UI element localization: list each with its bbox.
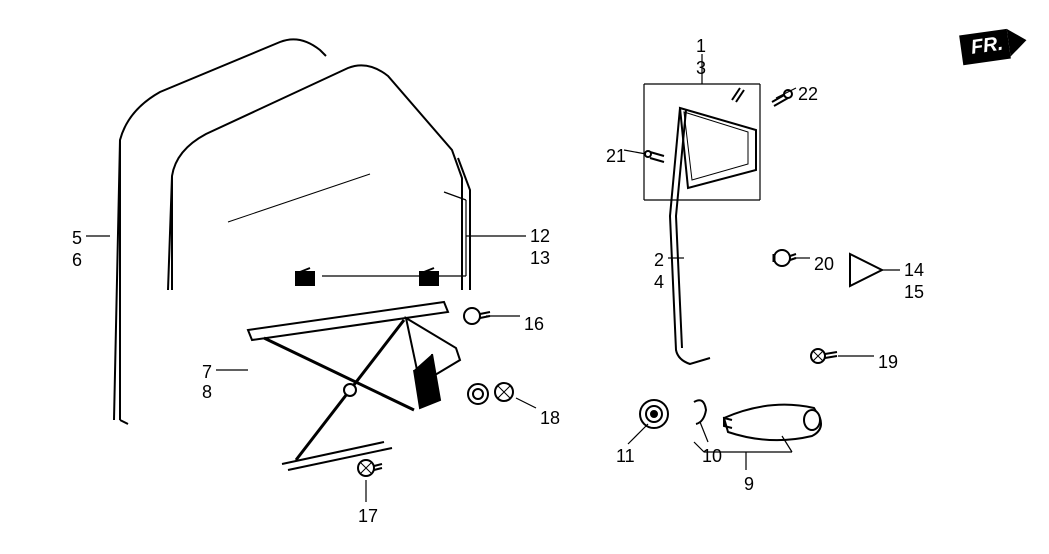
screw-22 [772, 90, 792, 106]
escutcheon-11 [640, 400, 668, 428]
diagram-svg [0, 0, 1049, 554]
callout-20: 20 [814, 254, 834, 275]
callout-4: 4 [654, 272, 664, 293]
callout-17: 17 [358, 506, 378, 527]
glass-clip-1 [296, 268, 314, 286]
screw-19 [811, 349, 837, 363]
callout-16: 16 [524, 314, 544, 335]
callout-22: 22 [798, 84, 818, 105]
callout-2: 2 [654, 250, 664, 271]
callout-13: 13 [530, 248, 550, 269]
callout-14: 14 [904, 260, 924, 281]
callout-11: 11 [616, 446, 635, 467]
diagram-container: 13222156121324201415167819181110917 FR. [0, 0, 1049, 554]
callout-21: 21 [606, 146, 626, 167]
callout-1: 1 [696, 36, 706, 57]
door-glass [168, 65, 470, 290]
callout-12: 12 [530, 226, 550, 247]
screw-21 [645, 151, 664, 162]
callout-9: 9 [744, 474, 754, 495]
grommet-20 [774, 250, 796, 266]
callout-15: 15 [904, 282, 924, 303]
callout-5: 5 [72, 228, 82, 249]
callout-18: 18 [540, 408, 560, 429]
callout-19: 19 [878, 352, 898, 373]
regulator-handle [724, 405, 821, 441]
callout-3: 3 [696, 58, 706, 79]
window-regulator [248, 302, 460, 470]
glass-reflection [228, 174, 370, 222]
door-runchannel [114, 39, 326, 424]
callout-7: 7 [202, 362, 212, 383]
callout-8: 8 [202, 382, 212, 403]
fr-text: FR. [969, 33, 1004, 60]
callout-10: 10 [702, 446, 722, 467]
handle-clip [694, 400, 706, 424]
callout-6: 6 [72, 250, 82, 271]
corner-seal [850, 254, 882, 286]
bolt-18 [468, 383, 513, 404]
quarter-sash-assy [670, 88, 756, 364]
glass-clip-2 [420, 268, 438, 286]
bolt-17 [358, 460, 382, 476]
